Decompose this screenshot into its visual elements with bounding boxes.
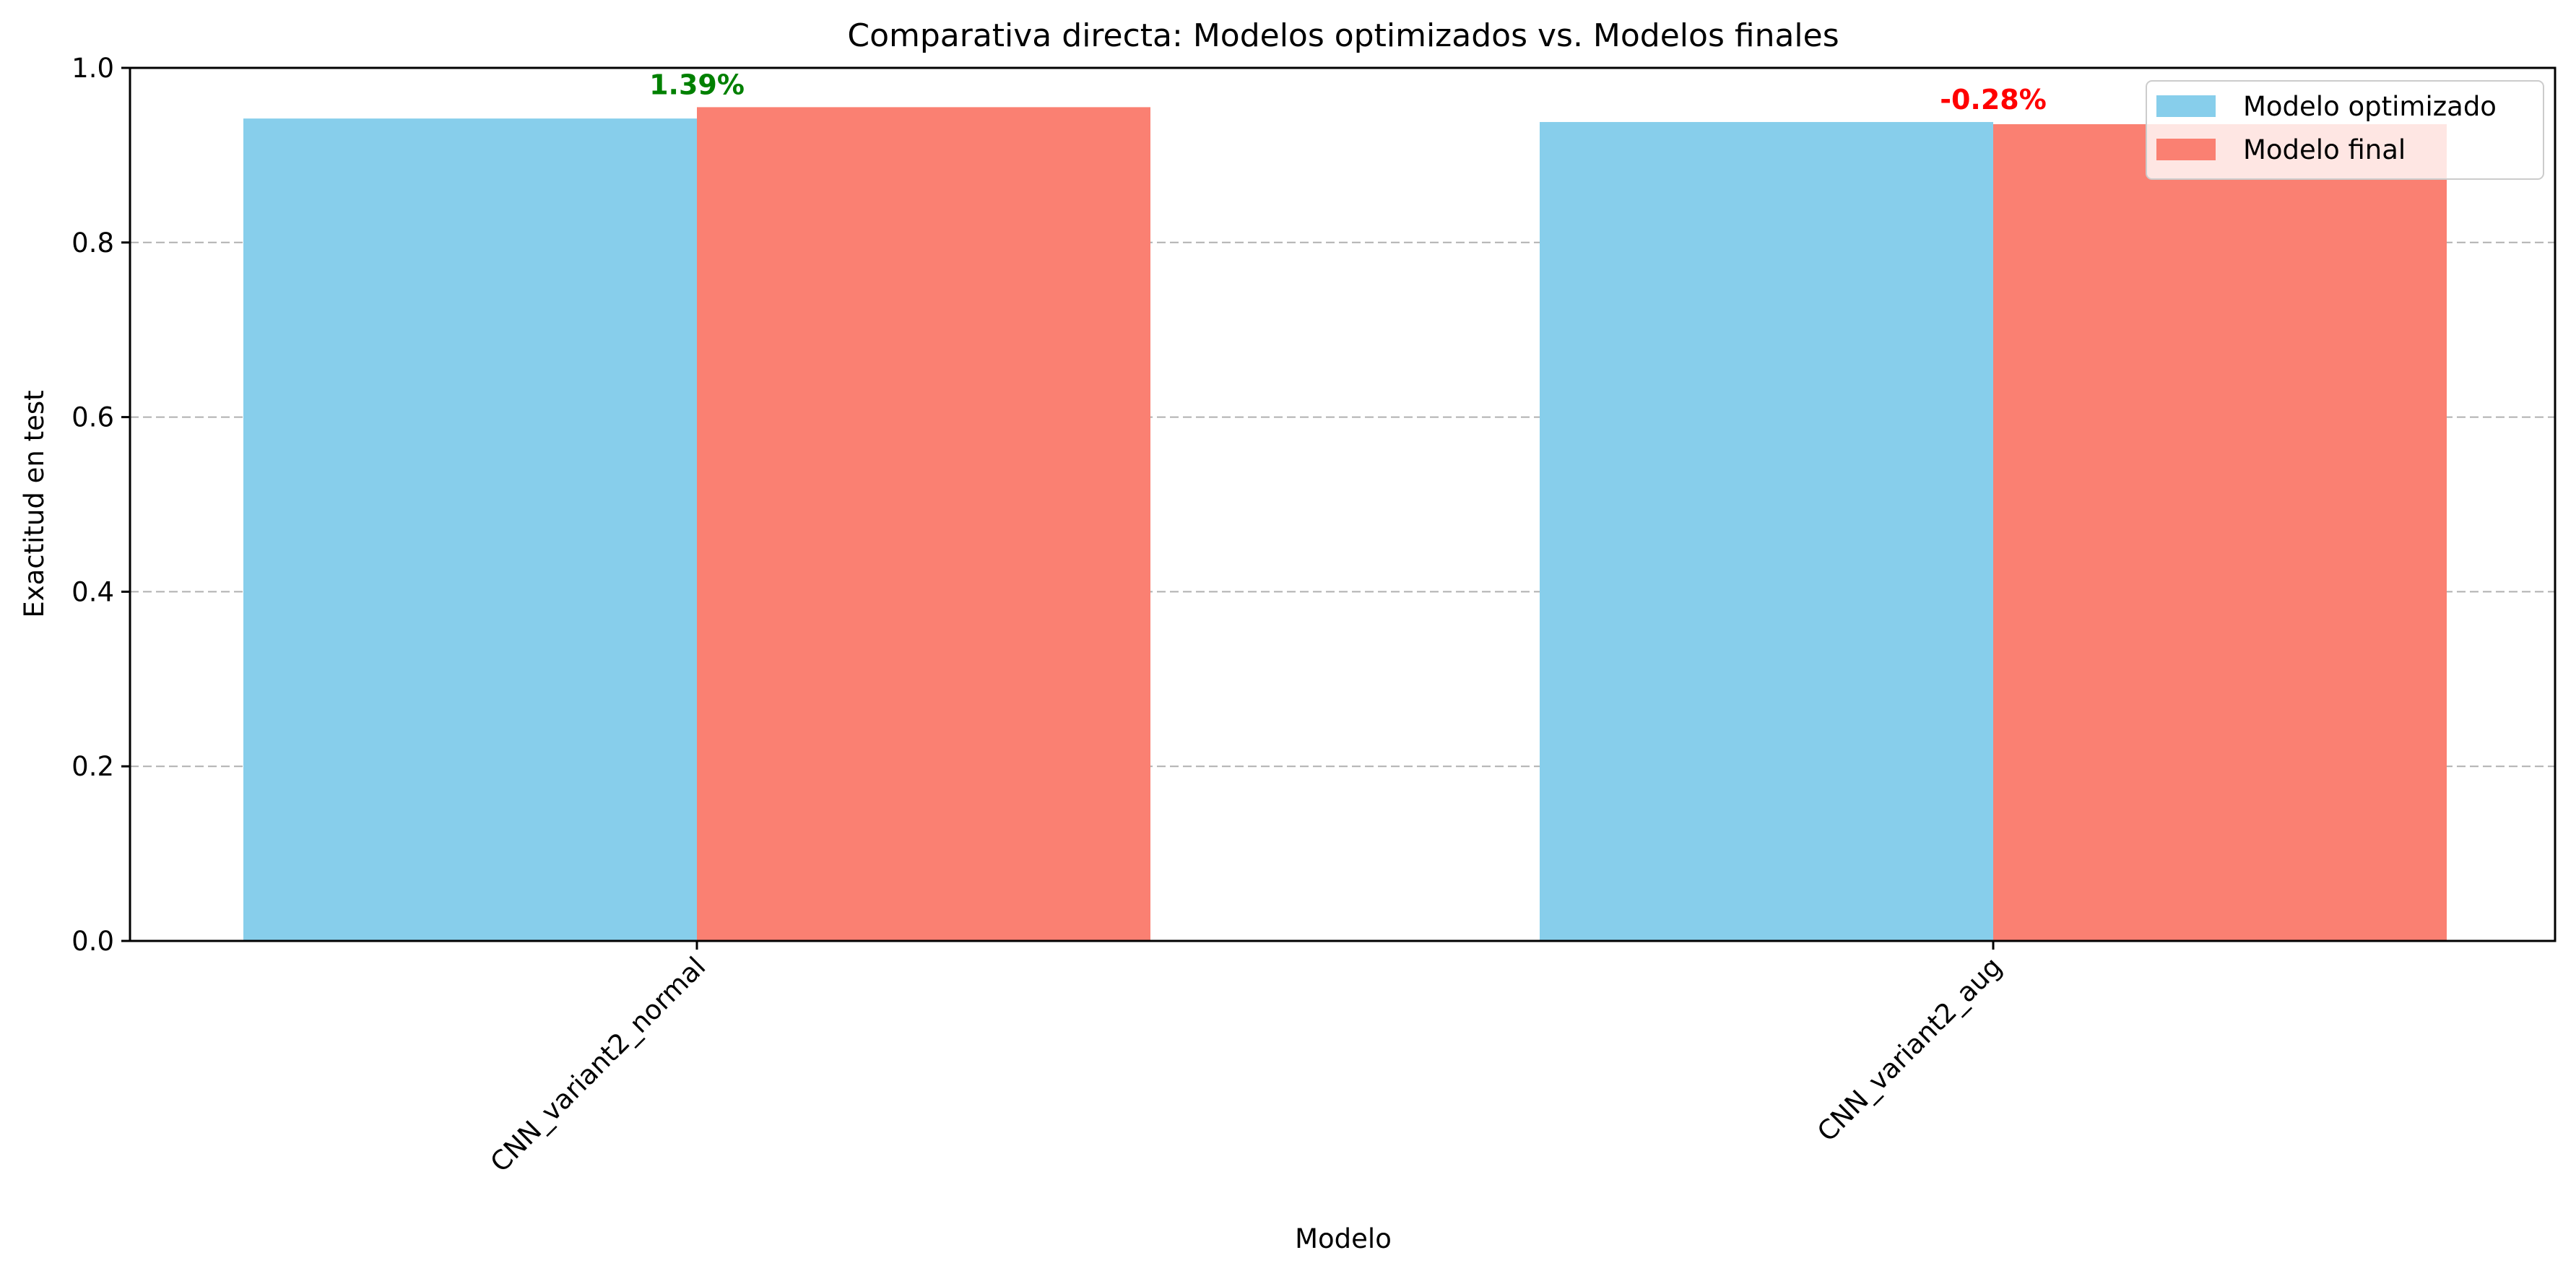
y-axis: 0.0 0.2 0.4 0.6 0.8 1.0	[71, 53, 130, 957]
bar-final-0	[697, 107, 1150, 941]
legend-box	[2146, 80, 2544, 180]
legend-swatch	[2156, 139, 2216, 160]
y-axis-label: Exactitud en test	[19, 390, 50, 617]
chart-title: Comparativa directa: Modelos optimizados…	[847, 17, 1839, 54]
difference-annotation: -0.28%	[1940, 84, 2047, 116]
bar-optimized-1	[1540, 121, 1993, 941]
y-tick-label: 0.2	[71, 751, 114, 782]
bar-annotations: 1.39% -0.28%	[649, 69, 2047, 116]
y-tick-label: 0.4	[71, 576, 114, 607]
legend-label: Modelo optimizado	[2243, 91, 2497, 122]
bars	[243, 107, 2447, 942]
bar-final-1	[1993, 123, 2447, 942]
difference-annotation: 1.39%	[649, 69, 745, 100]
y-tick-label: 0.6	[71, 402, 114, 433]
legend-label: Modelo final	[2243, 134, 2406, 165]
legend-swatch	[2156, 95, 2216, 117]
y-tick-label: 0.0	[71, 926, 114, 957]
x-axis-label: Modelo	[1295, 1223, 1392, 1254]
y-tick-label: 1.0	[71, 53, 114, 84]
y-tick-label: 0.8	[71, 227, 114, 259]
plot-frame	[129, 66, 2557, 942]
bar-optimized-0	[243, 118, 697, 942]
legend: Modelo optimizado Modelo final	[2146, 80, 2544, 180]
